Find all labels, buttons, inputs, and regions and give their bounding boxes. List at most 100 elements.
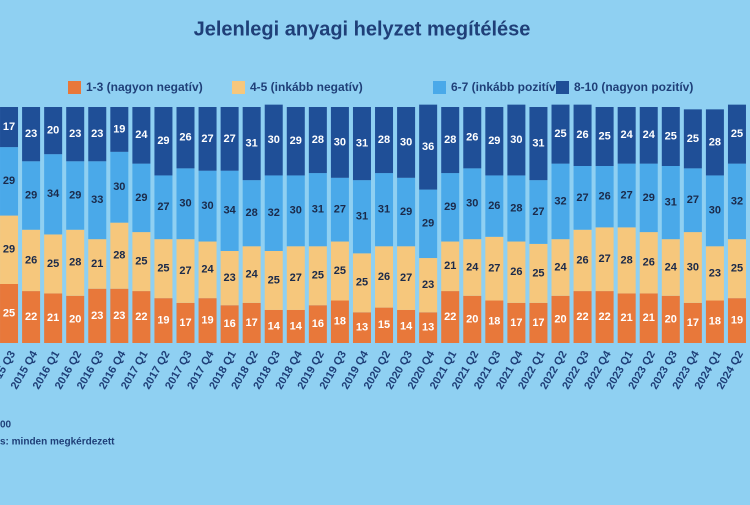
bar-segment bbox=[507, 241, 526, 303]
data-label: 17 bbox=[510, 317, 522, 329]
data-label: 27 bbox=[157, 201, 169, 213]
bar-segment bbox=[22, 107, 41, 162]
data-label: 24 bbox=[135, 129, 148, 141]
bar-segment bbox=[661, 107, 680, 166]
data-label: 26 bbox=[643, 257, 655, 269]
data-label: 15 bbox=[378, 319, 390, 331]
data-label: 23 bbox=[25, 128, 37, 140]
data-label: 21 bbox=[621, 312, 633, 324]
bar-segment bbox=[705, 246, 724, 301]
data-label: 21 bbox=[444, 260, 456, 272]
bar-segment bbox=[88, 288, 107, 343]
bar-segment bbox=[198, 241, 217, 299]
data-label: 25 bbox=[731, 263, 743, 275]
bar-segment bbox=[0, 284, 19, 343]
data-label: 19 bbox=[113, 123, 125, 135]
data-label: 31 bbox=[246, 137, 258, 149]
bar-segment bbox=[463, 239, 482, 296]
legend-swatch bbox=[68, 81, 81, 94]
bar-segment bbox=[176, 239, 195, 303]
data-label: 29 bbox=[135, 192, 147, 204]
data-label: 36 bbox=[422, 141, 434, 153]
bar-segment bbox=[352, 107, 371, 181]
footnote: 00 bbox=[0, 420, 12, 431]
bar-segment bbox=[419, 312, 438, 343]
bar-segment bbox=[705, 175, 724, 247]
bar-segment bbox=[661, 239, 680, 296]
data-label: 27 bbox=[488, 263, 500, 275]
bar-segment bbox=[286, 175, 305, 247]
data-label: 26 bbox=[179, 132, 191, 144]
data-label: 14 bbox=[400, 320, 413, 332]
data-label: 23 bbox=[91, 128, 103, 140]
data-label: 22 bbox=[576, 311, 588, 323]
data-label: 26 bbox=[576, 254, 588, 266]
bar-segment bbox=[66, 107, 85, 162]
data-label: 29 bbox=[3, 175, 15, 187]
data-label: 30 bbox=[466, 198, 478, 210]
bar-segment bbox=[419, 189, 438, 259]
bar-segment bbox=[683, 302, 702, 343]
bar-segment bbox=[441, 241, 460, 292]
bar-segment bbox=[485, 107, 504, 176]
data-label: 28 bbox=[312, 134, 324, 146]
bar-segment bbox=[22, 161, 41, 230]
data-label: 20 bbox=[69, 313, 81, 325]
data-label: 16 bbox=[223, 318, 235, 330]
bar-segment bbox=[507, 104, 526, 176]
bar-segment bbox=[198, 298, 217, 343]
data-label: 28 bbox=[113, 250, 125, 262]
data-label: 24 bbox=[466, 261, 479, 273]
bar-segment bbox=[463, 168, 482, 240]
data-label: 25 bbox=[687, 133, 699, 145]
bar-segment bbox=[66, 161, 85, 230]
bar-segment bbox=[375, 173, 394, 247]
data-label: 27 bbox=[179, 265, 191, 277]
bar-segment bbox=[286, 246, 305, 310]
data-label: 30 bbox=[400, 136, 412, 148]
legend-swatch bbox=[232, 81, 245, 94]
data-label: 13 bbox=[422, 322, 434, 334]
bar-segment bbox=[154, 298, 173, 343]
data-label: 27 bbox=[687, 194, 699, 206]
bar-segment bbox=[397, 246, 416, 310]
bar-segment bbox=[22, 229, 41, 292]
bar-segment bbox=[264, 309, 283, 343]
data-label: 20 bbox=[466, 313, 478, 325]
bar-segment bbox=[639, 107, 658, 164]
data-label: 32 bbox=[731, 195, 743, 207]
bar-segment bbox=[88, 107, 107, 162]
bar-segment bbox=[661, 166, 680, 240]
data-label: 30 bbox=[334, 136, 346, 148]
bar-segment bbox=[330, 300, 349, 343]
data-label: 25 bbox=[334, 265, 346, 277]
data-label: 27 bbox=[532, 206, 544, 218]
bar-segment bbox=[397, 309, 416, 343]
data-label: 22 bbox=[135, 311, 147, 323]
bar-segment bbox=[639, 232, 658, 294]
bar-segment bbox=[198, 107, 217, 171]
bar-segment bbox=[485, 175, 504, 237]
bar-segment bbox=[132, 291, 151, 343]
data-label: 24 bbox=[201, 264, 214, 276]
bar-segment bbox=[617, 107, 636, 164]
bar-segment bbox=[463, 107, 482, 169]
data-label: 34 bbox=[223, 205, 236, 217]
bar-segment bbox=[44, 234, 63, 294]
bar-segment bbox=[551, 163, 570, 240]
bar-segment bbox=[595, 107, 614, 166]
data-label: 30 bbox=[113, 181, 125, 193]
data-label: 18 bbox=[488, 316, 500, 328]
bar-segment bbox=[242, 246, 261, 303]
data-label: 17 bbox=[246, 317, 258, 329]
data-label: 21 bbox=[91, 258, 103, 270]
data-label: 24 bbox=[621, 129, 634, 141]
data-label: 29 bbox=[3, 244, 15, 256]
bar-segment bbox=[110, 107, 129, 152]
data-label: 31 bbox=[312, 204, 324, 216]
data-label: 17 bbox=[179, 317, 191, 329]
data-label: 24 bbox=[643, 129, 656, 141]
bar-segment bbox=[110, 288, 129, 343]
data-label: 27 bbox=[576, 192, 588, 204]
bar-segment bbox=[375, 307, 394, 343]
